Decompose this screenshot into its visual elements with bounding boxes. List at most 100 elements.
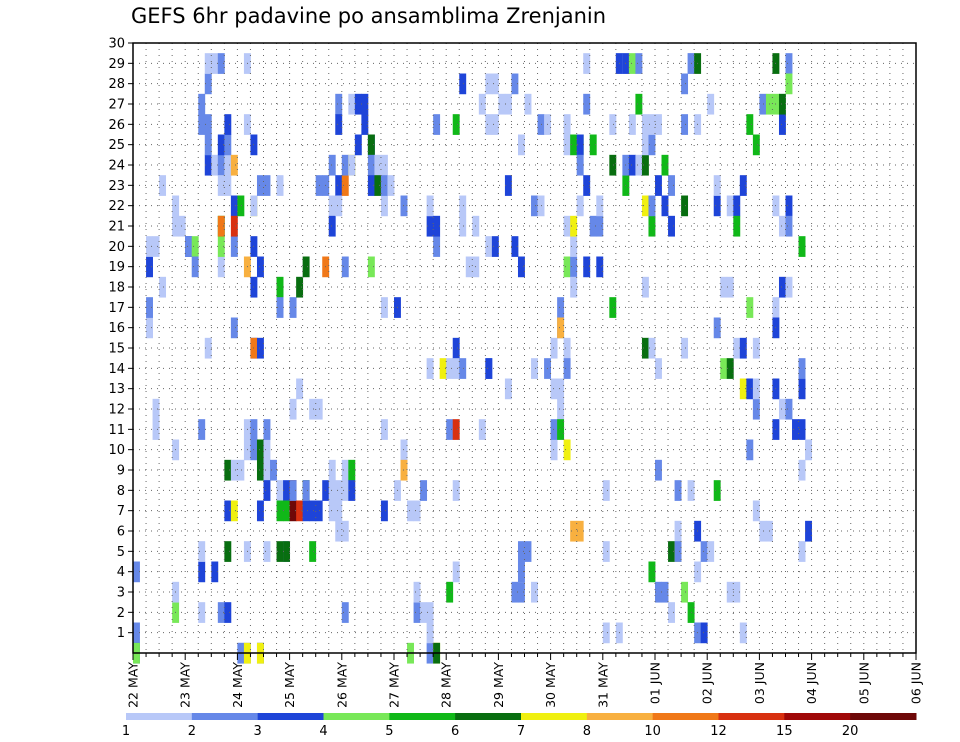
heatmap-cell [563, 439, 571, 461]
heatmap-cell [517, 581, 525, 603]
heatmap-cell [752, 134, 760, 156]
heatmap-cell [726, 276, 734, 298]
heatmap-cell [204, 337, 212, 359]
heatmap-cell [361, 114, 369, 135]
heatmap-cell [602, 541, 610, 562]
heatmap-cell [211, 154, 219, 176]
heatmap-cell [159, 175, 167, 196]
y-tick-label: 21 [108, 220, 125, 235]
heatmap-cell [557, 317, 565, 339]
heatmap-cell [152, 398, 160, 420]
heatmap-cell [204, 154, 212, 176]
heatmap-cell [798, 459, 806, 481]
heatmap-cell [217, 53, 225, 74]
heatmap-cell [517, 256, 525, 278]
heatmap-cell [146, 256, 153, 278]
heatmap-cell [263, 480, 271, 501]
heatmap-cell [276, 480, 284, 501]
heatmap-cell [335, 93, 343, 115]
heatmap-cell [296, 378, 304, 400]
heatmap-cell [367, 256, 375, 278]
heatmap-cell [263, 459, 271, 481]
heatmap-cell [374, 175, 382, 196]
heatmap-cell [328, 500, 336, 522]
heatmap-cell [452, 114, 460, 135]
heatmap-cell [752, 500, 760, 522]
colorbar-swatch [586, 713, 654, 720]
heatmap-cell [778, 93, 786, 115]
heatmap-cell [517, 561, 525, 583]
heatmap-cell [557, 398, 565, 420]
colorbar-swatch [718, 713, 785, 720]
x-tick-label: 04 JUN [804, 662, 819, 704]
heatmap-cell [805, 520, 813, 542]
heatmap-cell [570, 134, 578, 156]
heatmap-cell [217, 215, 225, 237]
heatmap-cell [211, 53, 219, 74]
heatmap-cell [602, 622, 610, 644]
heatmap-cell [733, 215, 741, 237]
heatmap-cell [276, 276, 284, 298]
heatmap-cell [341, 154, 349, 176]
heatmap-cell [511, 581, 519, 603]
heatmap-cell [570, 236, 578, 257]
y-tick-label: 3 [117, 586, 125, 601]
heatmap-cell [726, 581, 734, 603]
x-tick-label: 03 JUN [752, 662, 767, 704]
heatmap-cell [655, 358, 662, 379]
heatmap-cell [230, 500, 238, 522]
heatmap-cell [713, 175, 721, 196]
heatmap-cell [746, 114, 754, 135]
heatmap-cell [159, 276, 167, 298]
heatmap-cell [752, 337, 760, 359]
heatmap-cell [335, 114, 343, 135]
heatmap-cell [785, 276, 793, 298]
heatmap-cell [485, 236, 493, 257]
x-tick-label: 31 MAY [595, 662, 610, 708]
heatmap-cell [217, 256, 225, 278]
heatmap-cell [459, 195, 467, 217]
heatmap-cell [759, 93, 767, 115]
heatmap-cell [198, 93, 206, 115]
heatmap-cell [700, 622, 708, 644]
heatmap-cell [570, 520, 578, 542]
heatmap-cell [380, 419, 388, 440]
heatmap-cell [283, 480, 291, 501]
heatmap-cell [583, 175, 591, 196]
heatmap-cell [270, 459, 277, 481]
heatmap-cell [778, 215, 786, 237]
y-tick-label: 9 [117, 464, 125, 479]
heatmap-cell [217, 154, 225, 176]
heatmap-cell [348, 154, 356, 176]
colorbar-swatch [455, 713, 522, 720]
heatmap-cell [198, 114, 206, 135]
heatmap-cell [224, 541, 232, 562]
heatmap-cell [739, 378, 747, 400]
colorbar-label: 6 [451, 724, 459, 739]
heatmap-cell [380, 154, 388, 176]
heatmap-cell [517, 134, 525, 156]
heatmap-cell [204, 114, 212, 135]
heatmap-cell [641, 134, 649, 156]
colorbar-swatch [257, 713, 324, 720]
heatmap-cell [648, 195, 656, 217]
heatmap-cell [256, 337, 264, 359]
heatmap-cell [230, 236, 238, 257]
heatmap-cell [576, 154, 584, 176]
heatmap-cell [276, 175, 284, 196]
colorbar-swatch [850, 713, 917, 720]
heatmap-cell [668, 541, 675, 562]
heatmap-cell [459, 73, 467, 95]
heatmap-cell [348, 459, 356, 481]
heatmap-cell [681, 195, 689, 217]
heatmap-cell [596, 195, 604, 217]
heatmap-cell [557, 297, 565, 318]
heatmap-cell [805, 439, 813, 461]
heatmap-cell [283, 541, 291, 562]
colorbar-swatch [191, 713, 259, 720]
colorbar-label: 20 [842, 724, 859, 739]
heatmap-cell [661, 154, 669, 176]
heatmap-cell [380, 500, 388, 522]
heatmap-cell [778, 114, 786, 135]
heatmap-cell [237, 459, 245, 481]
